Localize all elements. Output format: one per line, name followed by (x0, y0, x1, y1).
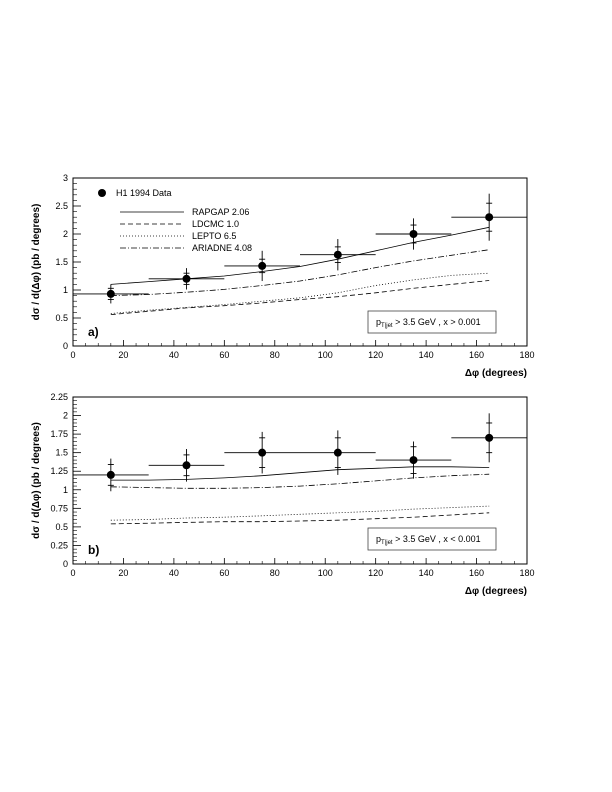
x-tick-label: 100 (318, 350, 333, 360)
y-axis-title: dσ / d(Δφ) (pb / degrees) (31, 204, 42, 321)
y-tick-label: 2 (63, 229, 68, 239)
panel-label: a) (88, 325, 99, 339)
x-tick-label: 180 (519, 568, 534, 578)
data-point (333, 250, 342, 259)
x-tick-label: 80 (270, 350, 280, 360)
y-tick-label: 0 (63, 341, 68, 351)
cut-box (367, 527, 497, 551)
x-tick-label: 140 (419, 350, 434, 360)
cut-box (367, 310, 497, 334)
x-tick-label: 100 (318, 568, 333, 578)
x-tick-label: 160 (469, 350, 484, 360)
x-tick-label: 40 (169, 568, 179, 578)
y-axis-title: dσ / d(Δφ) (pb / degrees) (31, 422, 42, 539)
y-tick-label: 1.5 (55, 257, 68, 267)
y-tick-label: 1 (63, 485, 68, 495)
panel-label: b) (88, 543, 99, 557)
series-line-ldcmc-1-0 (110, 280, 490, 315)
data-point (258, 261, 267, 270)
data-point (485, 433, 494, 442)
x-tick-label: 120 (368, 568, 383, 578)
legend-marker-data (98, 189, 106, 197)
data-point (182, 461, 191, 470)
x-tick-label: 180 (519, 350, 534, 360)
data-point (258, 448, 267, 457)
cut-p: p (376, 534, 381, 544)
y-tick-label: 0.5 (55, 313, 68, 323)
series-line-ariadne-4-08 (110, 473, 490, 489)
data-point (333, 448, 342, 457)
data-point (106, 470, 115, 479)
y-tick-label: 1.75 (50, 429, 68, 439)
x-tick-label: 120 (368, 350, 383, 360)
data-point (409, 456, 418, 465)
legend-label: ARIADNE 4.08 (192, 243, 252, 253)
series-line-ariadne-4-08 (110, 249, 490, 296)
y-tick-label: 0.25 (50, 540, 68, 550)
y-tick-label: 0.75 (50, 503, 68, 513)
x-tick-label: 160 (469, 568, 484, 578)
y-tick-label: 1 (63, 285, 68, 295)
y-tick-label: 0.5 (55, 522, 68, 532)
x-tick-label: 20 (118, 568, 128, 578)
data-point (182, 274, 191, 283)
y-tick-label: 1.25 (50, 466, 68, 476)
x-tick-label: 80 (270, 568, 280, 578)
x-tick-label: 140 (419, 568, 434, 578)
series-line-lepto-6-5 (110, 272, 490, 314)
series-line-ldcmc-1-0 (110, 512, 490, 525)
x-axis-title: Δφ (degrees) (465, 368, 527, 379)
y-tick-label: 2 (63, 411, 68, 421)
series-line-rapgap-2-06 (110, 466, 490, 481)
x-tick-label: 60 (219, 350, 229, 360)
panel-a: 0 20 40 60 80 100 120 140 160 180 0 0.5 1 1.5 2 2.5 3 Δφ … (31, 173, 535, 379)
series-line-lepto-6-5 (110, 505, 490, 521)
legend-label: LEPTO 6.5 (192, 231, 236, 241)
x-tick-label: 40 (169, 350, 179, 360)
y-tick-label: 2.5 (55, 201, 68, 211)
cut-label: pT|jet > 3.5 GeV , x < 0.001 (376, 534, 481, 546)
y-tick-label: 0 (63, 559, 68, 569)
cut-rest: > 3.5 GeV , x < 0.001 (393, 534, 481, 544)
legend-label: RAPGAP 2.06 (192, 207, 249, 217)
panel-b: 0 20 40 60 80 100 120 140 160 180 0 0.25 0.5 0.75 1 1.2… (31, 392, 535, 597)
cut-rest: > 3.5 GeV , x > 0.001 (393, 317, 481, 327)
series-line-rapgap-2-06 (110, 226, 490, 285)
cut-sub: T|jet (381, 540, 393, 546)
x-tick-label: 60 (219, 568, 229, 578)
x-axis-title: Δφ (degrees) (465, 586, 527, 597)
cut-label: pT|jet > 3.5 GeV , x > 0.001 (376, 317, 481, 329)
y-tick-label: 2.25 (50, 392, 68, 402)
x-tick-label: 0 (70, 350, 75, 360)
cut-p: p (376, 317, 381, 327)
cut-sub: T|jet (381, 323, 393, 329)
x-tick-label: 20 (118, 350, 128, 360)
legend-label: LDCMC 1.0 (192, 219, 239, 229)
data-point (409, 230, 418, 238)
legend-label-data: H1 1994 Data (116, 188, 172, 198)
data-point (106, 289, 115, 298)
y-tick-label: 1.5 (55, 448, 68, 458)
data-point (485, 213, 494, 222)
y-tick-label: 3 (63, 173, 68, 183)
x-tick-label: 0 (70, 568, 75, 578)
